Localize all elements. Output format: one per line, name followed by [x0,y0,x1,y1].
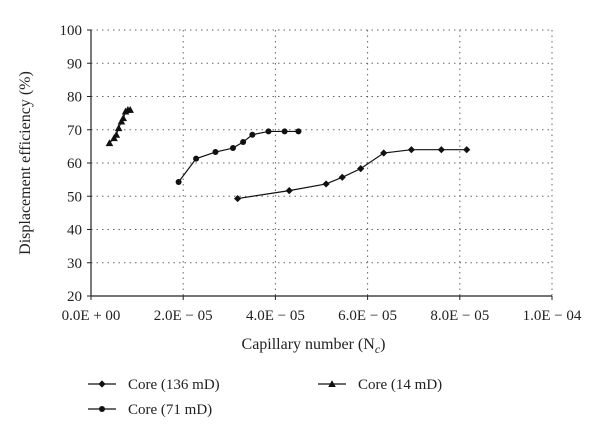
grid-lines [91,29,553,296]
data-point [126,106,134,113]
data-point [193,155,200,162]
data-point [229,145,236,152]
legend-item: Core (136 mD) [88,377,220,393]
x-tick-label: 6.0E − 05 [338,308,397,324]
axes [87,29,553,300]
x-axis-title-main: Capillary number (N [242,336,376,353]
legend-label: Core (71 mD) [128,402,212,418]
legend-marker [99,406,105,412]
series-diamond [233,146,471,203]
y-tick-label: 70 [67,123,82,139]
data-point [295,128,302,135]
data-point [357,165,365,173]
legend-marker [328,380,336,388]
series-triangle [105,106,134,147]
data-point [407,146,415,154]
data-point [240,139,247,146]
legend-label: Core (136 mD) [128,377,220,393]
y-tick-label: 40 [67,223,82,239]
data-point [437,146,445,154]
x-tick-label: 8.0E − 05 [430,308,489,324]
data-point [338,173,346,181]
data-point [249,131,256,138]
data-point [265,128,272,135]
data-point [212,149,219,156]
data-series [105,106,471,203]
y-tick-label: 20 [67,289,82,305]
y-axis-title: Displacement efficiency (%) [17,71,34,255]
data-point [114,124,123,132]
data-point [112,130,121,138]
data-point [322,180,330,188]
x-tick-label: 0.0E + 00 [62,308,121,324]
y-tick-label: 30 [67,256,82,272]
x-tick-label: 4.0E − 05 [246,308,305,324]
legend: Core (136 mD) Core (14 mD) Core (71 mD) [88,377,442,418]
data-point [119,114,128,122]
x-axis-title-close: ) [380,336,385,353]
series-circle [175,128,302,185]
x-tick-label: 1.0E − 04 [523,308,582,324]
data-point [285,186,293,195]
legend-item: Core (71 mD) [88,402,212,418]
y-tick-label: 90 [67,56,82,72]
x-axis-title-sub: c [375,342,381,356]
y-tick-label: 60 [67,156,82,172]
legend-item: Core (14 mD) [318,377,442,393]
x-tick-label: 2.0E − 05 [154,308,213,324]
series-line [237,149,467,200]
y-tick-label: 50 [67,189,82,205]
data-point [380,149,388,157]
x-axis-title: Capillary number (Nc) [242,336,386,356]
legend-marker [98,380,106,388]
data-point [463,146,471,154]
y-tick-label: 100 [60,23,83,39]
data-point [105,139,114,147]
data-point [175,178,182,185]
y-tick-label: 80 [67,90,82,106]
data-point [281,128,288,135]
data-point [233,194,242,203]
tick-labels: 20 30 40 50 60 70 80 90 100 0.0E + 00 2.0E − 05 4.0… [60,23,582,324]
legend-label: Core (14 mD) [358,377,442,393]
